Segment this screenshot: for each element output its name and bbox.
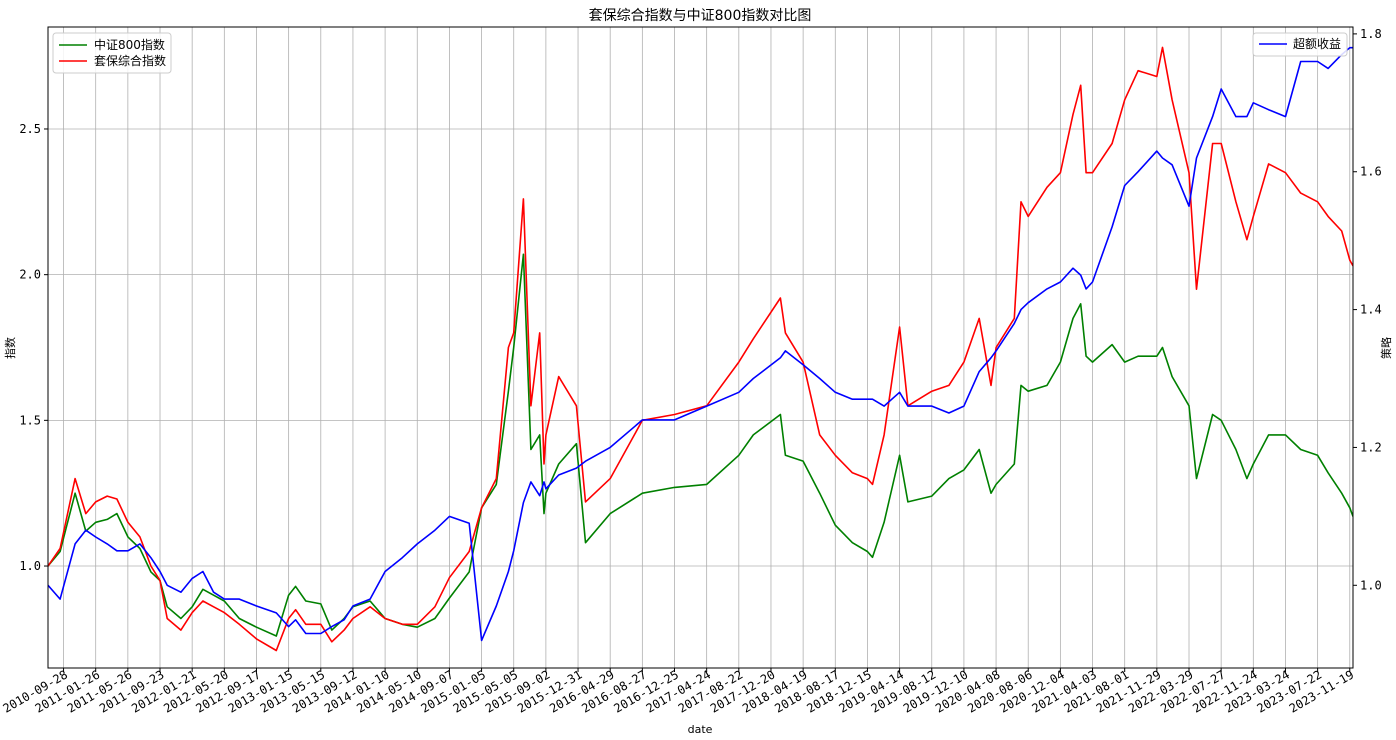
y-tick-label-right: 1.4 (1360, 303, 1382, 317)
left-axis-ticks: 1.0 1.5 2.0 2.5 (19, 122, 48, 573)
legend-label-hs800: 中证800指数 (94, 37, 165, 52)
series-line-excess (48, 46, 1353, 642)
left-y-axis-label: 指数 (3, 337, 17, 359)
grid (48, 27, 1353, 668)
y-tick-label-right: 1.2 (1360, 440, 1382, 454)
y-tick-label-left: 2.5 (19, 122, 41, 136)
plot-frame (47, 26, 1354, 669)
legend-right-box (1252, 32, 1348, 57)
legend-left-box (52, 32, 172, 74)
y-tick-label-right: 1.8 (1360, 27, 1382, 41)
y-tick-label-left: 2.0 (19, 268, 41, 282)
legend-label-hedge: 套保综合指数 (94, 53, 166, 68)
y-tick-label-right: 1.6 (1360, 165, 1382, 179)
right-axis-ticks: 1.0 1.2 1.4 1.6 1.8 (1353, 27, 1382, 592)
legend-left: 中证800指数 套保综合指数 (52, 32, 172, 74)
y-tick-label-right: 1.0 (1360, 578, 1382, 592)
legend-right: 超额收益 (1252, 32, 1348, 57)
legend-label-excess: 超额收益 (1293, 36, 1341, 51)
chart-title: 套保综合指数与中证800指数对比图 (589, 8, 812, 24)
series-line-hs800 (48, 253, 1353, 637)
x-axis-label: date (688, 723, 713, 736)
y-tick-label-left: 1.0 (19, 559, 41, 573)
right-y-axis-label: 策略 (1379, 337, 1393, 359)
y-tick-label-left: 1.5 (19, 413, 41, 427)
series-layer (48, 46, 1353, 652)
